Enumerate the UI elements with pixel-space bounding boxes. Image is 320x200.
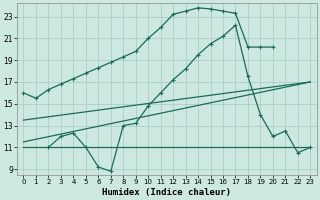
X-axis label: Humidex (Indice chaleur): Humidex (Indice chaleur) [102, 188, 231, 197]
